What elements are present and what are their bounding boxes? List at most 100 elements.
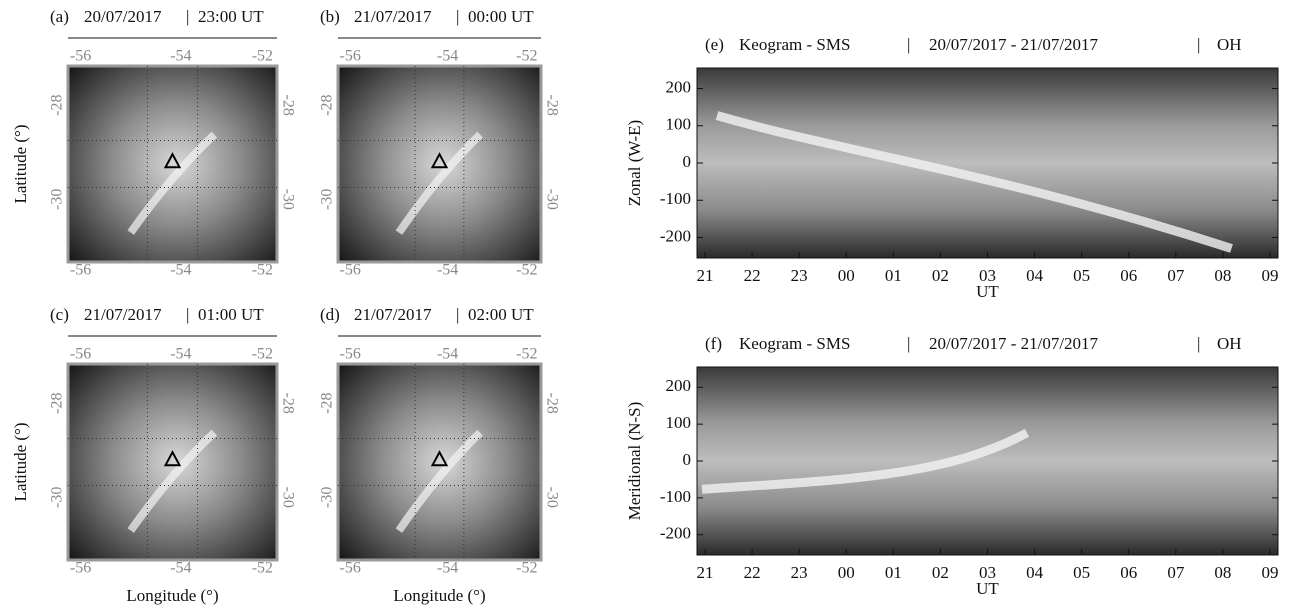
x-tick-label: 23 xyxy=(791,563,808,582)
x-tick-label: 03 xyxy=(979,266,996,285)
lat-tick-label: -30 xyxy=(49,189,66,210)
keogram-image xyxy=(696,366,1279,556)
lat-tick-label: -30 xyxy=(543,189,560,210)
keogram-dates: 20/07/2017 - 21/07/2017 xyxy=(929,35,1099,54)
panel-time: 01:00 UT xyxy=(198,305,264,324)
panel-label: (e) xyxy=(705,35,724,54)
y-axis-label: Meridional (N-S) xyxy=(625,402,644,521)
sky-image xyxy=(66,362,279,562)
x-tick-label: 22 xyxy=(744,266,761,285)
lon-tick-label: -56 xyxy=(340,262,361,279)
x-axis-label: Longitude (°) xyxy=(393,586,485,605)
lat-tick-label: -30 xyxy=(279,189,296,210)
site-marker xyxy=(163,152,182,169)
airglow-band xyxy=(395,429,483,533)
separator: | xyxy=(1197,334,1200,353)
lon-tick-label: -52 xyxy=(516,262,537,279)
x-tick-label: 01 xyxy=(885,563,902,582)
lat-tick-label: -28 xyxy=(319,95,336,116)
airglow-streak xyxy=(715,111,1233,253)
panel-date: 21/07/2017 xyxy=(354,305,432,324)
x-tick-label: 02 xyxy=(932,563,949,582)
panel-label: (d) xyxy=(320,305,340,324)
lon-tick-label: -52 xyxy=(516,346,537,363)
separator: | xyxy=(907,334,910,353)
sky-image xyxy=(336,64,543,264)
lon-tick-label: -56 xyxy=(340,48,361,65)
keogram-title: Keogram - SMS xyxy=(739,334,850,353)
lon-tick-label: -52 xyxy=(252,262,273,279)
panel-date: 20/07/2017 xyxy=(84,7,162,26)
y-tick-label: 100 xyxy=(666,115,692,134)
lat-tick-label: -30 xyxy=(543,487,560,508)
lon-tick-label: -56 xyxy=(340,346,361,363)
x-tick-label: 05 xyxy=(1073,266,1090,285)
lon-tick-label: -56 xyxy=(340,560,361,577)
y-axis-label: Zonal (W-E) xyxy=(625,120,644,206)
panel-label: (f) xyxy=(705,334,722,353)
lon-tick-label: -54 xyxy=(170,346,191,363)
y-tick-label: -100 xyxy=(660,487,691,506)
lat-tick-label: -28 xyxy=(319,393,336,414)
x-tick-label: 02 xyxy=(932,266,949,285)
x-tick-label: 03 xyxy=(979,563,996,582)
lon-tick-label: -52 xyxy=(516,48,537,65)
separator: | xyxy=(456,305,459,324)
airglow-band xyxy=(127,131,218,235)
keogram-image xyxy=(696,67,1279,259)
lon-tick-label: -54 xyxy=(170,262,191,279)
lon-tick-label: -54 xyxy=(170,48,191,65)
x-axis-label: Longitude (°) xyxy=(126,586,218,605)
airglow-band xyxy=(395,131,483,235)
lon-tick-label: -54 xyxy=(437,48,458,65)
separator: | xyxy=(1197,35,1200,54)
x-tick-label: 00 xyxy=(838,563,855,582)
lat-tick-label: -28 xyxy=(543,95,560,116)
lat-tick-label: -28 xyxy=(279,393,296,414)
lon-tick-label: -56 xyxy=(70,346,91,363)
x-tick-label: 09 xyxy=(1262,266,1279,285)
separator: | xyxy=(456,7,459,26)
lon-tick-label: -56 xyxy=(70,262,91,279)
lat-tick-label: -30 xyxy=(279,487,296,508)
y-tick-label: -200 xyxy=(660,524,691,543)
sky-image xyxy=(336,362,543,562)
y-tick-label: 0 xyxy=(683,450,692,469)
lon-tick-label: -56 xyxy=(70,560,91,577)
x-tick-label: 06 xyxy=(1120,563,1137,582)
separator: | xyxy=(186,7,189,26)
lon-tick-label: -54 xyxy=(170,560,191,577)
lon-tick-label: -54 xyxy=(437,262,458,279)
lon-tick-label: -54 xyxy=(437,560,458,577)
y-tick-label: 200 xyxy=(666,376,692,395)
x-tick-label: 09 xyxy=(1262,563,1279,582)
panel-time: 02:00 UT xyxy=(468,305,534,324)
separator: | xyxy=(186,305,189,324)
x-tick-label: 00 xyxy=(838,266,855,285)
x-tick-label: 08 xyxy=(1214,563,1231,582)
panel-label: (a) xyxy=(50,7,69,26)
y-tick-label: 0 xyxy=(683,152,692,171)
panel-time: 00:00 UT xyxy=(468,7,534,26)
x-tick-label: 05 xyxy=(1073,563,1090,582)
sky-image xyxy=(66,64,279,264)
x-tick-label: 22 xyxy=(744,563,761,582)
x-tick-label: 07 xyxy=(1167,266,1185,285)
site-marker xyxy=(163,450,182,467)
keogram-title: Keogram - SMS xyxy=(739,35,850,54)
lon-tick-label: -56 xyxy=(70,48,91,65)
x-tick-label: 07 xyxy=(1167,563,1185,582)
x-axis-label: UT xyxy=(976,579,999,598)
airglow-band xyxy=(127,429,218,533)
lon-tick-label: -52 xyxy=(252,346,273,363)
panel-date: 21/07/2017 xyxy=(354,7,432,26)
panel-label: (c) xyxy=(50,305,69,324)
x-tick-label: 04 xyxy=(1026,266,1044,285)
site-marker xyxy=(430,450,449,467)
x-tick-label: 23 xyxy=(791,266,808,285)
lat-tick-label: -28 xyxy=(543,393,560,414)
keogram-dates: 20/07/2017 - 21/07/2017 xyxy=(929,334,1099,353)
lon-tick-label: -52 xyxy=(252,560,273,577)
x-tick-label: 01 xyxy=(885,266,902,285)
keogram-emission: OH xyxy=(1217,35,1242,54)
